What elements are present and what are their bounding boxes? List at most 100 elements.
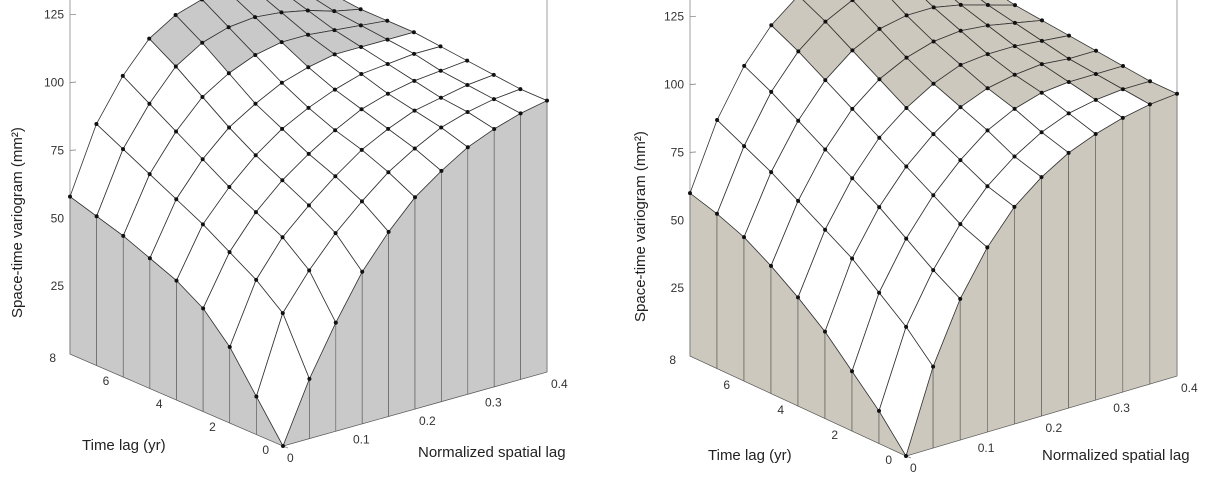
data-point <box>769 170 774 175</box>
data-point <box>1039 62 1044 67</box>
data-point <box>823 78 828 83</box>
surface-points <box>688 0 1179 458</box>
data-point <box>823 147 828 152</box>
data-point <box>931 364 936 369</box>
data-point <box>492 126 497 131</box>
data-point <box>386 126 391 131</box>
right-panel: 25 50 75 100 125 0 2 4 6 8 0 0.1 0.2 0.3 0.4 Space-tim… <box>606 0 1212 481</box>
data-point <box>438 44 443 49</box>
data-point <box>227 250 232 255</box>
data-point <box>823 227 828 232</box>
s-tick-label: 0.2 <box>419 414 436 428</box>
data-point <box>173 64 178 69</box>
data-point <box>769 263 773 268</box>
s-tick-label: 0 <box>910 461 917 475</box>
data-point <box>385 91 390 96</box>
data-point <box>439 125 444 130</box>
data-point <box>226 71 231 76</box>
data-point <box>904 454 908 458</box>
data-point <box>306 32 311 37</box>
data-point <box>227 185 232 190</box>
data-point <box>411 30 416 35</box>
data-point <box>796 118 801 123</box>
data-point <box>359 72 364 77</box>
front-skirt-panel <box>493 112 521 388</box>
surface-skirt <box>69 100 548 447</box>
data-point <box>1012 44 1017 49</box>
data-point <box>200 94 205 99</box>
right-spatial-axis-label: Normalized spatial lag <box>1042 447 1190 464</box>
left-time-axis-label: Time lag (yr) <box>82 437 166 454</box>
data-point <box>439 168 444 173</box>
data-point <box>1039 38 1044 43</box>
t-tick-label: 6 <box>723 378 730 392</box>
data-point <box>985 23 990 28</box>
data-point <box>1012 72 1017 77</box>
data-point <box>307 268 312 273</box>
data-point <box>1066 111 1071 116</box>
data-point <box>438 68 443 73</box>
data-point <box>332 28 337 33</box>
data-point <box>1012 154 1017 159</box>
data-point <box>931 5 936 10</box>
t-tick-label: 2 <box>209 420 216 434</box>
data-point <box>931 193 936 198</box>
data-point <box>386 229 391 234</box>
data-point <box>147 172 152 177</box>
data-point <box>769 89 774 94</box>
data-point <box>904 106 909 110</box>
data-point <box>850 106 855 111</box>
data-point <box>958 222 963 227</box>
data-point <box>465 82 470 87</box>
data-point <box>985 52 990 57</box>
data-point <box>1094 48 1098 53</box>
front-skirt-panel <box>520 100 548 380</box>
data-point <box>1147 102 1152 107</box>
left-surface-plot: 25 50 75 100 125 0 2 4 6 8 0 0.1 0.2 0.3 0.4 <box>44 0 568 465</box>
right-z-axis-label: Space-time variogram (mm²) <box>632 131 649 322</box>
data-point <box>280 178 285 183</box>
data-point <box>281 444 285 448</box>
data-point <box>904 164 909 169</box>
data-point <box>742 63 747 68</box>
t-tick-label: 0 <box>885 453 892 467</box>
data-point <box>1093 72 1098 76</box>
left-panel: 25 50 75 100 125 0 2 4 6 8 0 0.1 0.2 0.3 0.4 Space-tim… <box>9 0 568 465</box>
data-point <box>200 40 205 45</box>
z-tick-label: 50 <box>51 211 65 225</box>
data-point <box>279 10 284 15</box>
z-tick-label: 50 <box>671 213 685 227</box>
data-point <box>823 329 827 334</box>
data-point <box>1039 90 1044 95</box>
data-point <box>958 62 963 67</box>
front-skirt-panel <box>388 196 416 417</box>
front-skirt-panel <box>1149 93 1178 385</box>
data-point <box>904 13 909 18</box>
data-point <box>412 146 417 151</box>
front-skirt-panel <box>1122 103 1151 393</box>
front-skirt-panel <box>1095 117 1124 401</box>
s-tick-label: 0.4 <box>551 377 568 391</box>
data-point <box>359 107 364 112</box>
data-point <box>332 52 337 57</box>
data-point <box>120 73 125 78</box>
data-point <box>931 81 936 86</box>
t-tick-label: 8 <box>669 353 676 367</box>
data-point <box>253 153 258 158</box>
data-point <box>227 345 232 349</box>
data-point <box>332 9 337 14</box>
data-point <box>877 205 882 210</box>
data-point <box>385 37 390 42</box>
data-point <box>173 12 178 17</box>
data-point <box>412 51 417 56</box>
data-point <box>360 269 365 274</box>
data-point <box>877 77 882 82</box>
data-point <box>1120 115 1125 120</box>
z-tick-mark <box>689 83 697 85</box>
data-point <box>715 118 720 122</box>
data-point <box>174 129 179 134</box>
data-point <box>121 147 126 152</box>
data-point <box>1012 204 1017 209</box>
data-point <box>1093 132 1098 136</box>
data-point <box>796 49 801 54</box>
